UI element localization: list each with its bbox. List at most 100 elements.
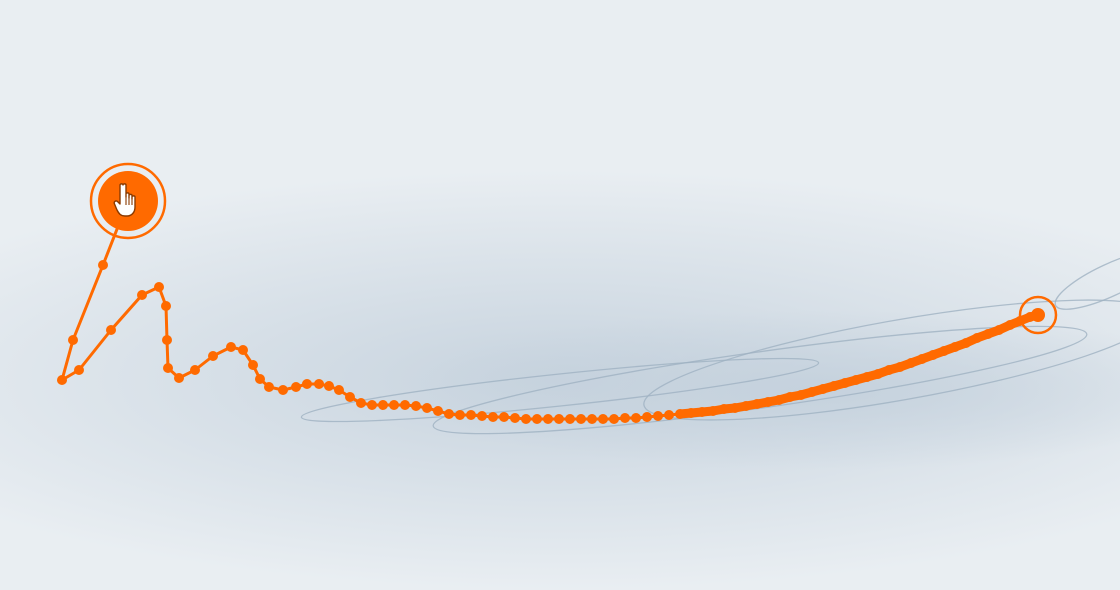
hand-pointer-shape — [113, 183, 136, 217]
trajectory-point — [697, 407, 707, 417]
hand-pointer-icon — [113, 183, 136, 217]
trajectory-point — [68, 335, 78, 345]
trajectory-point — [162, 335, 172, 345]
trajectory-point — [255, 374, 265, 384]
trajectory-point — [818, 384, 828, 394]
trajectory-point — [664, 410, 674, 420]
hand-pointer-fingers — [125, 197, 133, 205]
trajectory-point — [752, 399, 762, 409]
trajectory-point — [939, 346, 949, 356]
trajectory-point — [57, 375, 67, 385]
trajectory-point — [499, 412, 509, 422]
trajectory-point — [367, 400, 377, 410]
trajectory-point — [708, 406, 718, 416]
trajectory-point — [587, 414, 597, 424]
trajectory-point — [906, 358, 916, 368]
trajectory-point — [278, 385, 288, 395]
trajectory-point — [631, 413, 641, 423]
trajectory-point — [840, 378, 850, 388]
trajectory-point — [264, 382, 274, 392]
trajectory-point — [895, 362, 905, 372]
trajectory-point — [829, 381, 839, 391]
trajectory-point — [928, 350, 938, 360]
trajectory-point — [1005, 320, 1015, 330]
trajectory-point — [994, 325, 1004, 335]
contour-line — [643, 299, 1120, 421]
trajectory-point — [796, 390, 806, 400]
trajectory-point — [917, 354, 927, 364]
trajectory-point — [521, 414, 531, 424]
trajectory-point — [719, 404, 729, 414]
end-point-handle[interactable] — [1018, 295, 1058, 335]
end-point-dot — [1031, 308, 1045, 322]
trajectory-point — [444, 409, 454, 419]
trajectory-point — [532, 414, 542, 424]
trajectory-point — [74, 365, 84, 375]
trajectory-point — [972, 333, 982, 343]
trajectory-point — [873, 369, 883, 379]
trajectory-point — [862, 372, 872, 382]
start-handle-ring — [89, 162, 167, 240]
ring-icon — [1018, 295, 1058, 335]
trajectory-point — [378, 400, 388, 410]
contour-lines — [300, 240, 1120, 435]
trajectory-point — [137, 290, 147, 300]
valley-shading — [0, 170, 1120, 590]
trajectory-point — [226, 342, 236, 352]
trajectory-point — [324, 381, 334, 391]
trajectory-point — [356, 398, 366, 408]
contour-line — [432, 325, 1088, 435]
trajectory-point — [488, 412, 498, 422]
trajectory-point — [576, 414, 586, 424]
trajectory-handles — [89, 162, 1058, 335]
trajectory-point — [208, 351, 218, 361]
trajectory-point — [291, 382, 301, 392]
trajectory-point — [455, 410, 465, 420]
trajectory-point — [675, 409, 685, 419]
trajectory-point — [620, 413, 630, 423]
trajectory-converging-band — [675, 310, 1043, 419]
trajectory-point — [433, 406, 443, 416]
trajectory-point — [190, 365, 200, 375]
trajectory-point — [345, 392, 355, 402]
trajectory-point — [302, 379, 312, 389]
trajectory-point — [554, 414, 564, 424]
trajectory-point — [154, 282, 164, 292]
trajectory-point — [686, 408, 696, 418]
trajectory-point — [411, 401, 421, 411]
trajectory-point — [334, 385, 344, 395]
trajectory-point — [807, 387, 817, 397]
trajectory-point — [851, 375, 861, 385]
trajectory-point — [642, 412, 652, 422]
trajectory-point — [466, 410, 476, 420]
trajectory-point — [163, 363, 173, 373]
trajectory-point — [161, 301, 171, 311]
trajectory-point — [961, 338, 971, 348]
trajectory-point — [510, 413, 520, 423]
trajectory-point — [598, 414, 608, 424]
trajectory-point — [389, 400, 399, 410]
start-point-handle[interactable] — [89, 162, 167, 240]
trajectory-point — [98, 260, 108, 270]
trajectory-point — [314, 379, 324, 389]
trajectory-point — [730, 403, 740, 413]
trajectory-point — [774, 395, 784, 405]
trajectory-point — [565, 414, 575, 424]
trajectory-point — [950, 342, 960, 352]
contour-line — [300, 357, 820, 423]
trajectory-point — [106, 325, 116, 335]
trajectory-point — [238, 345, 248, 355]
trajectory-point — [174, 373, 184, 383]
optimization-trajectory — [57, 199, 1043, 424]
contour-line — [1054, 250, 1120, 310]
trajectory-point — [763, 397, 773, 407]
trajectory-point — [609, 414, 619, 424]
trajectory-point — [653, 411, 663, 421]
trajectory-point — [400, 400, 410, 410]
trajectory-point — [785, 392, 795, 402]
trajectory-point — [983, 329, 993, 339]
trajectory-point — [477, 411, 487, 421]
trajectory-point — [543, 414, 553, 424]
